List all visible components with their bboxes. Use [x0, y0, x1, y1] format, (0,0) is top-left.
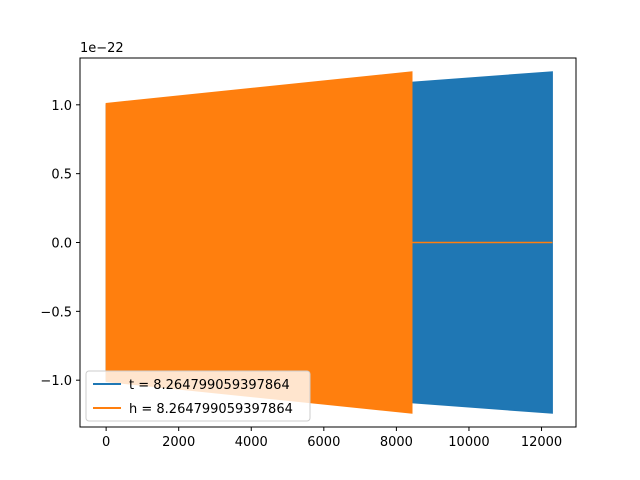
legend-box — [85, 370, 311, 422]
x-tick-label: 0 — [102, 435, 110, 450]
y-offset-label: 1e−22 — [80, 41, 124, 56]
legend-label-h: h = 8.264799059397864 — [129, 402, 293, 417]
x-tick-label: 10000 — [448, 435, 489, 450]
y-tick-label: 1.0 — [51, 99, 72, 114]
y-tick-label: 0.0 — [51, 237, 72, 252]
series-1 — [105, 71, 553, 414]
legend-label-t: t = 8.264799059397864 — [129, 378, 290, 393]
x-tick-label: 2000 — [162, 435, 195, 450]
x-tick-label: 8000 — [380, 435, 413, 450]
plot-area — [105, 71, 553, 414]
y-tick-label: −1.0 — [40, 374, 72, 389]
y-tick-label: 0.5 — [51, 168, 72, 183]
x-axis: 0 2000 4000 6000 8000 10000 12000 — [102, 427, 562, 450]
y-axis: −1.0 −0.5 0.0 0.5 1.0 — [40, 99, 80, 389]
y-tick-label: −0.5 — [40, 305, 72, 320]
x-tick-label: 4000 — [235, 435, 268, 450]
series-1-oscillation — [105, 71, 413, 414]
x-tick-label: 12000 — [521, 435, 562, 450]
legend: t = 8.264799059397864 h = 8.264799059397… — [85, 370, 311, 422]
x-tick-label: 6000 — [307, 435, 340, 450]
